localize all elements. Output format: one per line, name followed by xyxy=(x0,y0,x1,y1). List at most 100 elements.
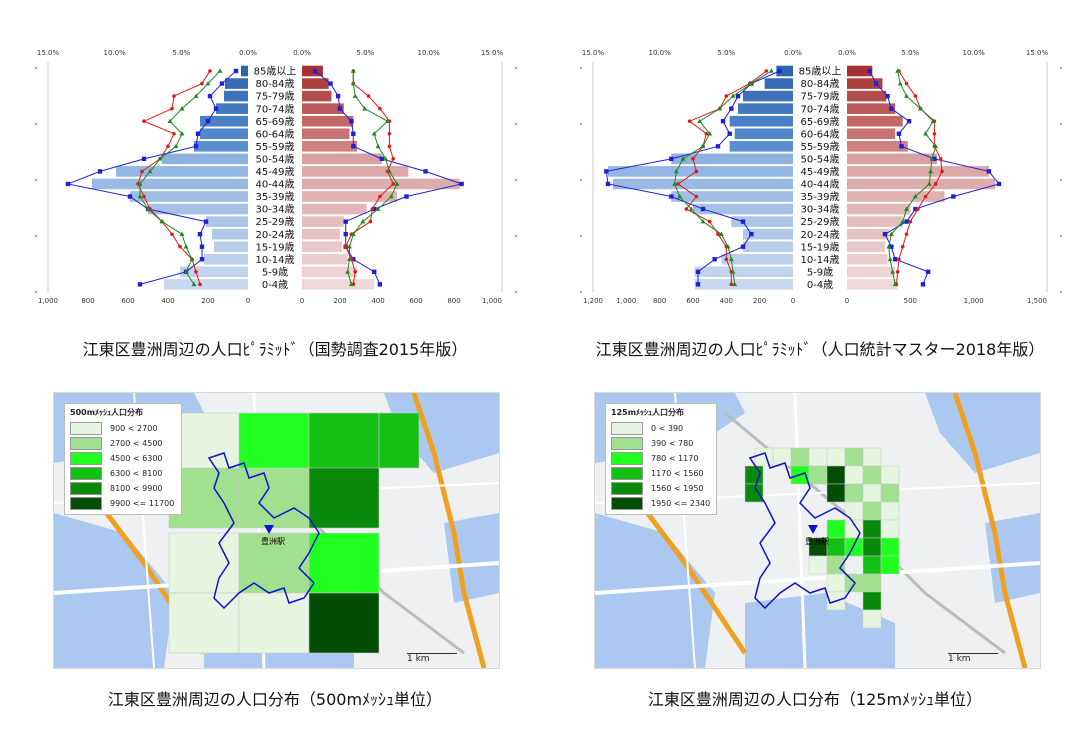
legend-label: 4500 < 6300 xyxy=(110,454,163,463)
male-bar xyxy=(180,266,248,278)
series-point xyxy=(725,244,731,249)
axis-dot xyxy=(515,123,517,125)
male-bar xyxy=(694,266,793,278)
station-label: 豊洲駅 xyxy=(805,536,829,546)
series-point xyxy=(205,119,211,124)
series-point xyxy=(895,270,900,274)
series-point xyxy=(219,81,225,86)
series-point xyxy=(688,206,694,211)
age-category-label: 35-39歳 xyxy=(800,191,839,203)
age-category-label: 15-19歳 xyxy=(255,241,294,253)
legend-label: 1170 < 1560 xyxy=(651,469,704,478)
axis-dot xyxy=(35,67,37,69)
axis-dot xyxy=(35,179,37,181)
count-tick-label: 600 xyxy=(686,297,699,305)
series-point xyxy=(347,256,352,262)
count-tick-label: 400 xyxy=(371,297,384,305)
series-point xyxy=(605,181,611,187)
series-point xyxy=(377,282,383,287)
mesh-cell xyxy=(238,412,310,474)
male-bar xyxy=(214,241,248,252)
series-point xyxy=(906,119,912,124)
series-point xyxy=(140,169,144,174)
series-point xyxy=(730,93,736,98)
male-bar xyxy=(721,253,793,265)
male-bar xyxy=(671,191,793,202)
male-bar xyxy=(743,90,793,102)
count-tick-label: 200 xyxy=(753,297,766,305)
series-point xyxy=(459,181,464,187)
count-tick-label: 800 xyxy=(447,297,460,305)
mesh-cell xyxy=(826,447,846,467)
series-point xyxy=(170,106,174,111)
series-point xyxy=(694,169,699,174)
series-point xyxy=(337,106,343,111)
male-bar xyxy=(613,178,793,190)
series-point xyxy=(716,232,720,236)
legend-label: 780 < 1170 xyxy=(651,454,699,463)
count-tick-label: 400 xyxy=(161,297,174,305)
age-category-label: 65-69歳 xyxy=(255,116,294,128)
female-bar xyxy=(302,178,460,190)
mesh-cell xyxy=(862,501,882,521)
legend-swatch xyxy=(611,482,643,495)
caption-pyramid-2015: 江東区豊洲周辺の人口ﾋﾟﾗﾐｯﾄﾞ（国勢調査2015年版） xyxy=(82,340,468,359)
series-line xyxy=(677,70,767,285)
series-point xyxy=(933,143,939,149)
age-category-label: 10-14歳 xyxy=(800,254,839,266)
legend-title: 500mﾒｯｼｭ人口分布 xyxy=(70,408,144,417)
water-area xyxy=(745,593,895,668)
series-point xyxy=(217,68,223,73)
mesh-cell xyxy=(808,447,828,467)
female-bar xyxy=(847,153,937,165)
series-point xyxy=(391,182,396,186)
age-category-label: 20-24歳 xyxy=(800,229,839,241)
series-point xyxy=(197,231,203,237)
series-point xyxy=(888,231,894,236)
series-point xyxy=(343,219,348,224)
legend-label: 6300 < 8100 xyxy=(110,469,163,478)
map-500m[interactable]: 豊洲駅 500mﾒｯｼｭ人口分布 900 < 2700 2700 < 4500 45… xyxy=(53,392,500,669)
age-category-label: 30-34歳 xyxy=(800,204,839,216)
male-bar xyxy=(225,78,248,89)
area-boundary xyxy=(748,452,861,610)
age-category-label: 15-19歳 xyxy=(800,241,839,253)
series-point xyxy=(707,219,712,224)
axis-dot xyxy=(35,235,37,237)
age-category-label: 55-59歳 xyxy=(800,141,839,153)
axis-dot xyxy=(515,179,517,181)
mesh-cell xyxy=(238,592,310,654)
female-bar xyxy=(302,216,344,227)
station-marker-icon xyxy=(808,525,818,534)
pyramid-2018-panel: 15.0% 10.0% 5.0% 0.0% 0.0% 5.0% 10.0% 15.0% 1,20… xyxy=(545,0,1090,330)
male-bar xyxy=(148,203,248,215)
series-point xyxy=(700,206,706,212)
female-bar xyxy=(847,228,889,240)
mesh-cell xyxy=(880,483,900,503)
series-point xyxy=(729,106,734,111)
map-125m[interactable]: 豊洲駅 125mﾒｯｼｭ人口分布 0 < 390 390 < 780 780 < 1… xyxy=(594,392,1041,669)
legend-item: 0 < 390 xyxy=(611,421,711,436)
series-point xyxy=(368,219,373,224)
mesh-cell xyxy=(808,555,828,575)
mesh-cell xyxy=(826,573,846,593)
female-bar xyxy=(847,166,989,177)
male-bar xyxy=(224,90,248,102)
series-point xyxy=(940,169,944,174)
series-point xyxy=(700,219,706,224)
pyramid-2015-chart: 15.0% 10.0% 5.0% 0.0% 0.0% 5.0% 10.0% 15.0% 1,00… xyxy=(35,49,517,305)
series-point xyxy=(97,169,103,174)
series-point xyxy=(387,131,392,136)
female-bar xyxy=(302,153,382,165)
legend-item: 1560 < 1950 xyxy=(611,481,711,496)
male-bar xyxy=(212,228,248,240)
legend-label: 1560 < 1950 xyxy=(651,484,704,493)
road xyxy=(793,393,807,668)
age-category-label: 85歳以上 xyxy=(799,66,842,78)
mesh-cell xyxy=(862,609,882,629)
legend-label: 9900 <= 11700 xyxy=(110,499,175,508)
series-point xyxy=(208,69,212,73)
series-point xyxy=(127,194,133,199)
age-category-label: 10-14歳 xyxy=(255,254,294,266)
male-bar xyxy=(694,279,793,290)
